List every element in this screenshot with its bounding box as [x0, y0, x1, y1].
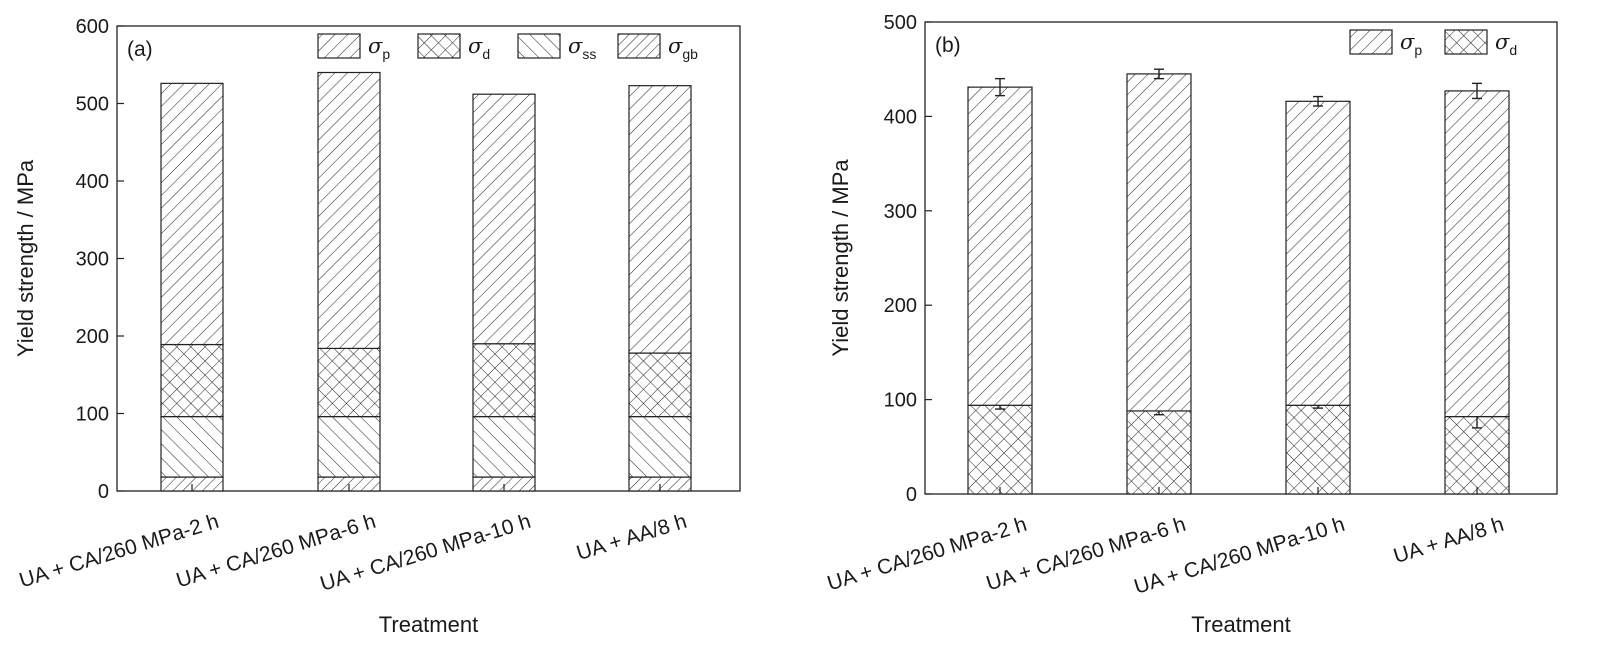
bar-segment-p	[160, 82, 224, 346]
category-label: UA + AA/8 h	[1391, 513, 1507, 568]
bar-segment-ss	[160, 416, 224, 478]
legend-label-d: σd	[468, 34, 490, 62]
legend-swatch-d	[1444, 29, 1488, 55]
y-tick-label: 500	[76, 94, 109, 116]
legend-label-ss: σss	[568, 34, 596, 62]
bar-segment-d	[160, 343, 224, 418]
bar-segment-p	[472, 93, 536, 345]
y-tick-label: 600	[76, 16, 109, 38]
y-tick-label: 300	[884, 201, 917, 223]
legend-subscript: ss	[582, 46, 596, 62]
legend-swatch-gb	[617, 33, 661, 59]
y-tick-label: 200	[76, 326, 109, 348]
bar-segment-d	[967, 404, 1033, 495]
legend-label-gb: σgb	[668, 34, 698, 62]
legend-label-p: σp	[1400, 30, 1422, 58]
y-tick-label: 0	[906, 484, 917, 506]
bar-segment-d	[1285, 404, 1351, 495]
legend-label-p: σp	[368, 34, 390, 62]
legend-subscript: gb	[682, 46, 698, 62]
panel-a-chart: 0 100 200 300 400 500 600 Yield strength / MPa T…	[13, 16, 741, 637]
y-tick-label: 500	[884, 12, 917, 34]
bar-segment-ss	[472, 416, 536, 478]
category-label: UA + AA/8 h	[574, 510, 690, 565]
legend-subscript: d	[482, 46, 490, 62]
legend-subscript: d	[1509, 42, 1517, 58]
x-axis-title: Treatment	[1191, 612, 1290, 637]
bar-segment-p	[967, 86, 1033, 406]
bar-segment-d	[1126, 410, 1192, 495]
bar-segment-p	[1285, 100, 1351, 406]
y-tick-label: 400	[884, 106, 917, 128]
bar-segment-p	[1444, 90, 1510, 418]
legend-swatch-p	[317, 33, 361, 59]
bar-segment-p	[1126, 73, 1192, 412]
y-axis-title: Yield strength / MPa	[13, 159, 38, 357]
legend-subscript: p	[382, 46, 390, 62]
panel-tag: (b)	[935, 34, 961, 57]
bar-segment-ss	[317, 416, 381, 478]
bar-segment-p	[317, 71, 381, 349]
legend-subscript: p	[1414, 42, 1422, 58]
panel-tag: (a)	[127, 38, 153, 61]
legend-label-d: σd	[1495, 30, 1517, 58]
bar-segment-p	[628, 85, 692, 354]
legend-swatch-p	[1349, 29, 1393, 55]
y-tick-label: 0	[98, 481, 109, 503]
bar-segment-d	[317, 347, 381, 418]
legend-swatch-d	[417, 33, 461, 59]
legend-swatch-ss	[517, 33, 561, 59]
bar-segment-d	[628, 352, 692, 418]
bar-segment-d	[472, 343, 536, 418]
y-tick-label: 400	[76, 171, 109, 193]
y-tick-label: 100	[884, 390, 917, 412]
plot-frame	[924, 21, 1558, 495]
y-axis-title: Yield strength / MPa	[828, 159, 853, 357]
y-tick-label: 100	[76, 404, 109, 426]
y-tick-label: 200	[884, 295, 917, 317]
panel-b-chart: 0 100 200 300 400 500 Yield strength / MPa Trea…	[825, 12, 1558, 637]
bar-segment-ss	[628, 416, 692, 478]
y-tick-label: 300	[76, 249, 109, 271]
x-axis-title: Treatment	[379, 612, 478, 637]
